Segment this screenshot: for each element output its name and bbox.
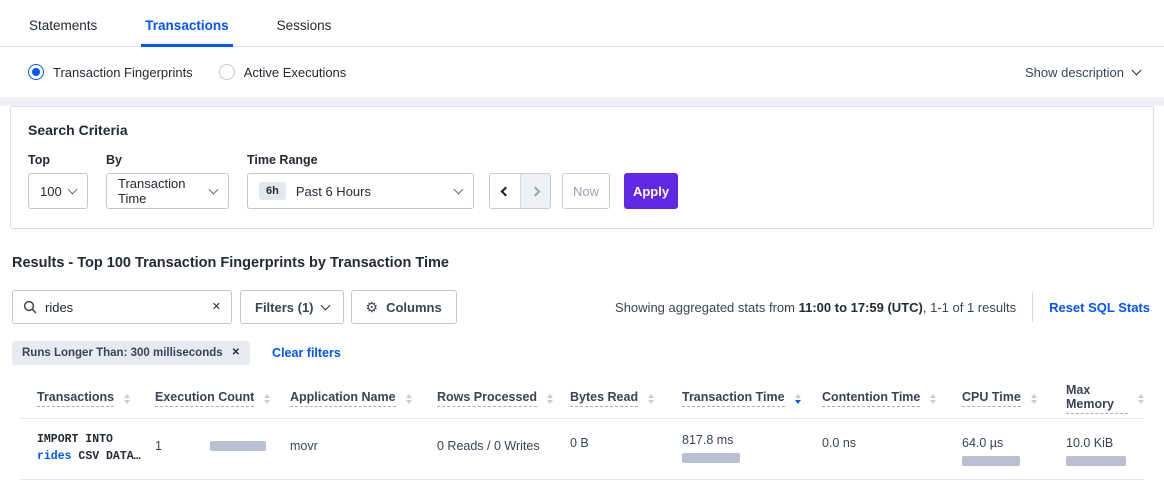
radio-label: Transaction Fingerprints (53, 64, 193, 80)
radio-label: Active Executions (243, 64, 347, 80)
tab-sessions[interactable]: Sessions (276, 18, 332, 33)
application-name-cell: movr (290, 438, 318, 453)
col-transaction-time: Transaction Time (682, 380, 822, 419)
page-tabs: Statements Transactions Sessions (0, 0, 1164, 47)
vertical-divider (1032, 292, 1034, 322)
rows-processed-cell: 0 Reads / 0 Writes (437, 438, 540, 453)
aggregated-stats-text: Showing aggregated stats from 11:00 to 1… (615, 299, 1017, 315)
time-range-value: Past 6 Hours (295, 183, 371, 199)
by-label: By (106, 153, 122, 167)
chevron-right-icon (530, 186, 541, 196)
apply-button[interactable]: Apply (624, 173, 678, 209)
time-range-label: Time Range (247, 153, 318, 167)
time-next-button[interactable] (520, 174, 550, 208)
clear-filters-link[interactable]: Clear filters (272, 346, 341, 360)
chevron-down-icon (453, 184, 464, 195)
time-range-select[interactable]: 6h Past 6 Hours (247, 173, 474, 209)
time-window-nav (489, 173, 551, 209)
cpu-time-cell: 64.0 µs (962, 419, 1066, 466)
transaction-time-bar (682, 452, 740, 463)
sort-icon[interactable] (1030, 393, 1037, 404)
filters-button-label: Filters (1) (255, 299, 314, 315)
table-link[interactable]: rides (37, 449, 72, 463)
show-description-toggle[interactable]: Show description (1025, 64, 1142, 80)
search-icon (23, 300, 37, 314)
show-description-label: Show description (1025, 64, 1124, 80)
by-select[interactable]: Transaction Time (106, 173, 229, 209)
sort-icon[interactable] (405, 393, 412, 404)
by-field: By Transaction Time (106, 153, 229, 209)
radio-active-executions[interactable]: Active Executions (218, 64, 347, 80)
results-toolbar: ✕ Filters (1) ⚙ Columns Showing aggregat… (12, 290, 1152, 324)
sort-icon[interactable] (264, 393, 271, 404)
results-section: Results - Top 100 Transaction Fingerprin… (0, 255, 1164, 480)
col-execution-count: Execution Count (155, 380, 290, 419)
top-field: Top 100 (28, 153, 88, 209)
bytes-read-cell: 0 B (570, 435, 589, 450)
sort-icon[interactable] (1138, 393, 1144, 404)
sort-icon[interactable] (547, 393, 554, 404)
execution-count-bar (209, 440, 266, 451)
radio-unchecked-icon (218, 64, 235, 80)
col-cpu-time: CPU Time (962, 380, 1066, 419)
now-button[interactable]: Now (562, 173, 610, 209)
columns-button-label: Columns (386, 299, 442, 315)
col-rows-processed: Rows Processed (437, 380, 570, 419)
columns-button[interactable]: ⚙ Columns (350, 290, 457, 324)
table-header-row: Transactions Execution Count Application… (20, 380, 1144, 419)
col-bytes-read: Bytes Read (570, 380, 682, 419)
transactions-table: Transactions Execution Count Application… (20, 380, 1144, 480)
gear-icon: ⚙ (365, 298, 379, 315)
reset-sql-stats-link[interactable]: Reset SQL Stats (1049, 299, 1150, 315)
sort-icon[interactable] (648, 393, 655, 404)
search-box[interactable]: ✕ (12, 290, 232, 324)
sort-icon-active-desc[interactable] (794, 393, 801, 404)
max-memory-cell: 10.0 KiB (1066, 419, 1144, 466)
time-prev-button[interactable] (490, 174, 520, 208)
by-select-value: Transaction Time (118, 176, 186, 206)
transaction-time-cell: 817.8 ms (682, 419, 822, 463)
radio-transaction-fingerprints[interactable]: Transaction Fingerprints (28, 64, 193, 80)
max-memory-bar (1066, 455, 1126, 466)
chevron-down-icon (320, 300, 330, 311)
chevron-down-icon (1131, 65, 1142, 76)
radio-checked-icon (28, 64, 44, 80)
time-range-badge: 6h (259, 182, 286, 200)
filter-chip-label: Runs Longer Than: 300 milliseconds (22, 347, 223, 359)
table-row: IMPORT INTO rides CSV DATA… 1 movr 0 Rea… (20, 418, 1144, 480)
col-transactions: Transactions (20, 380, 155, 419)
tab-transactions[interactable]: Transactions (141, 18, 233, 47)
chevron-down-icon (67, 184, 78, 195)
filter-chip: Runs Longer Than: 300 milliseconds ✕ (12, 341, 251, 365)
view-mode-bar: Transaction Fingerprints Active Executio… (0, 47, 1164, 97)
col-contention-time: Contention Time (822, 380, 962, 419)
stats-time-range: 11:00 to 17:59 (UTC) (798, 299, 923, 315)
transaction-fingerprint[interactable]: IMPORT INTO rides CSV DATA… (37, 432, 141, 463)
top-select-value: 100 (40, 183, 62, 199)
top-select[interactable]: 100 (28, 173, 88, 209)
col-max-memory: Max Memory (1066, 380, 1144, 419)
tab-statements[interactable]: Statements (29, 18, 98, 33)
execution-count-cell: 1 (155, 419, 290, 453)
col-application-name: Application Name (290, 380, 437, 419)
section-divider (0, 97, 1164, 106)
search-criteria-card: Search Criteria Top 100 By Transaction T… (10, 106, 1154, 229)
sort-icon[interactable] (124, 393, 131, 404)
search-input[interactable] (45, 299, 204, 315)
active-filters-row: Runs Longer Than: 300 milliseconds ✕ Cle… (12, 341, 1152, 365)
clear-search-icon[interactable]: ✕ (211, 300, 221, 313)
top-label: Top (28, 153, 50, 167)
results-heading: Results - Top 100 Transaction Fingerprin… (12, 255, 449, 271)
time-range-field: Time Range 6h Past 6 Hours (247, 153, 474, 209)
cpu-time-bar (962, 455, 1020, 466)
filters-button[interactable]: Filters (1) (240, 290, 344, 324)
sort-icon[interactable] (930, 393, 937, 404)
search-criteria-title: Search Criteria (28, 122, 128, 138)
remove-filter-icon[interactable]: ✕ (231, 347, 241, 358)
contention-time-cell: 0.0 ns (822, 435, 857, 450)
chevron-left-icon (500, 186, 510, 196)
